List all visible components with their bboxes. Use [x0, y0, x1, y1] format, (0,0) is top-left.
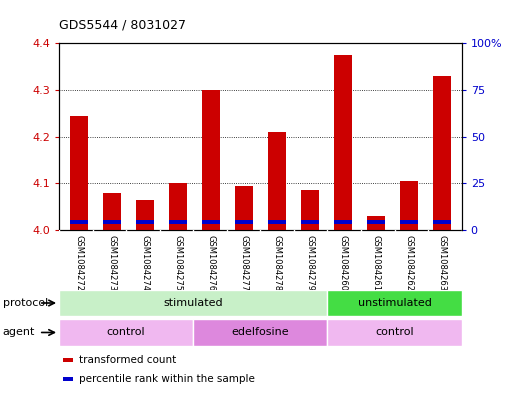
Bar	[103, 193, 121, 230]
Text: percentile rank within the sample: percentile rank within the sample	[79, 374, 255, 384]
Text: GSM1084261: GSM1084261	[371, 235, 380, 290]
Bar	[136, 220, 154, 224]
Bar	[400, 220, 418, 224]
Text: GSM1084276: GSM1084276	[206, 235, 215, 291]
Text: GSM1084262: GSM1084262	[404, 235, 413, 290]
Bar	[367, 216, 385, 230]
Bar	[367, 220, 385, 224]
Bar	[327, 319, 462, 346]
Text: GSM1084263: GSM1084263	[438, 235, 446, 291]
Text: GSM1084274: GSM1084274	[141, 235, 149, 290]
Text: GSM1084275: GSM1084275	[173, 235, 182, 290]
Bar	[400, 181, 418, 230]
Bar	[169, 220, 187, 224]
Text: protocol: protocol	[3, 298, 48, 308]
Bar	[235, 220, 253, 224]
Bar	[327, 290, 462, 316]
Text: control: control	[376, 327, 414, 338]
Bar	[63, 377, 73, 381]
Text: agent: agent	[3, 327, 35, 338]
Text: GDS5544 / 8031027: GDS5544 / 8031027	[59, 18, 186, 31]
Text: GSM1084260: GSM1084260	[339, 235, 347, 290]
Bar	[59, 290, 327, 316]
Bar	[70, 116, 88, 230]
Text: GSM1084278: GSM1084278	[272, 235, 281, 291]
Bar	[63, 358, 73, 362]
Bar	[334, 55, 352, 230]
Bar	[202, 220, 220, 224]
Bar	[136, 200, 154, 230]
Text: transformed count: transformed count	[79, 355, 176, 365]
Text: control: control	[107, 327, 145, 338]
Bar	[268, 132, 286, 230]
Bar	[59, 319, 193, 346]
Bar	[193, 319, 327, 346]
Text: GSM1084279: GSM1084279	[305, 235, 314, 290]
Text: unstimulated: unstimulated	[358, 298, 431, 308]
Bar	[169, 183, 187, 230]
Bar	[301, 190, 319, 230]
Bar	[202, 90, 220, 230]
Text: GSM1084272: GSM1084272	[74, 235, 83, 290]
Text: GSM1084273: GSM1084273	[107, 235, 116, 291]
Text: edelfosine: edelfosine	[231, 327, 289, 338]
Bar	[433, 76, 451, 230]
Bar	[433, 220, 451, 224]
Bar	[268, 220, 286, 224]
Text: GSM1084277: GSM1084277	[240, 235, 248, 291]
Bar	[334, 220, 352, 224]
Bar	[235, 185, 253, 230]
Text: stimulated: stimulated	[164, 298, 223, 308]
Bar	[301, 220, 319, 224]
Bar	[103, 220, 121, 224]
Bar	[70, 220, 88, 224]
